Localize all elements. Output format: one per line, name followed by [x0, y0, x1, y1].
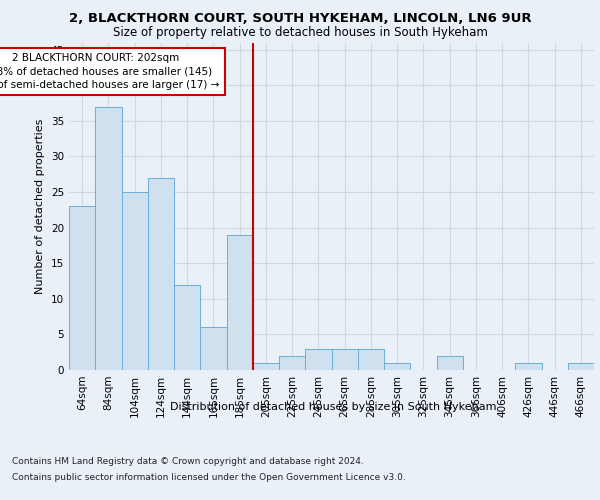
Bar — [227, 234, 253, 370]
Text: Contains HM Land Registry data © Crown copyright and database right 2024.: Contains HM Land Registry data © Crown c… — [12, 458, 364, 466]
Bar — [358, 348, 384, 370]
Bar — [279, 356, 305, 370]
Text: Contains public sector information licensed under the Open Government Licence v3: Contains public sector information licen… — [12, 472, 406, 482]
Bar — [200, 328, 227, 370]
Bar — [121, 192, 148, 370]
Bar — [384, 363, 410, 370]
Text: Distribution of detached houses by size in South Hykeham: Distribution of detached houses by size … — [170, 402, 496, 412]
Bar — [174, 284, 200, 370]
Bar — [95, 106, 121, 370]
Bar — [253, 363, 279, 370]
Bar — [305, 348, 331, 370]
Bar — [148, 178, 174, 370]
Text: Size of property relative to detached houses in South Hykeham: Size of property relative to detached ho… — [113, 26, 487, 39]
Y-axis label: Number of detached properties: Number of detached properties — [35, 118, 46, 294]
Bar — [69, 206, 95, 370]
Bar — [515, 363, 542, 370]
Bar — [437, 356, 463, 370]
Bar — [331, 348, 358, 370]
Bar — [568, 363, 594, 370]
Text: 2, BLACKTHORN COURT, SOUTH HYKEHAM, LINCOLN, LN6 9UR: 2, BLACKTHORN COURT, SOUTH HYKEHAM, LINC… — [68, 12, 532, 26]
Text: 2 BLACKTHORN COURT: 202sqm
← 88% of detached houses are smaller (145)
10% of sem: 2 BLACKTHORN COURT: 202sqm ← 88% of deta… — [0, 53, 220, 90]
